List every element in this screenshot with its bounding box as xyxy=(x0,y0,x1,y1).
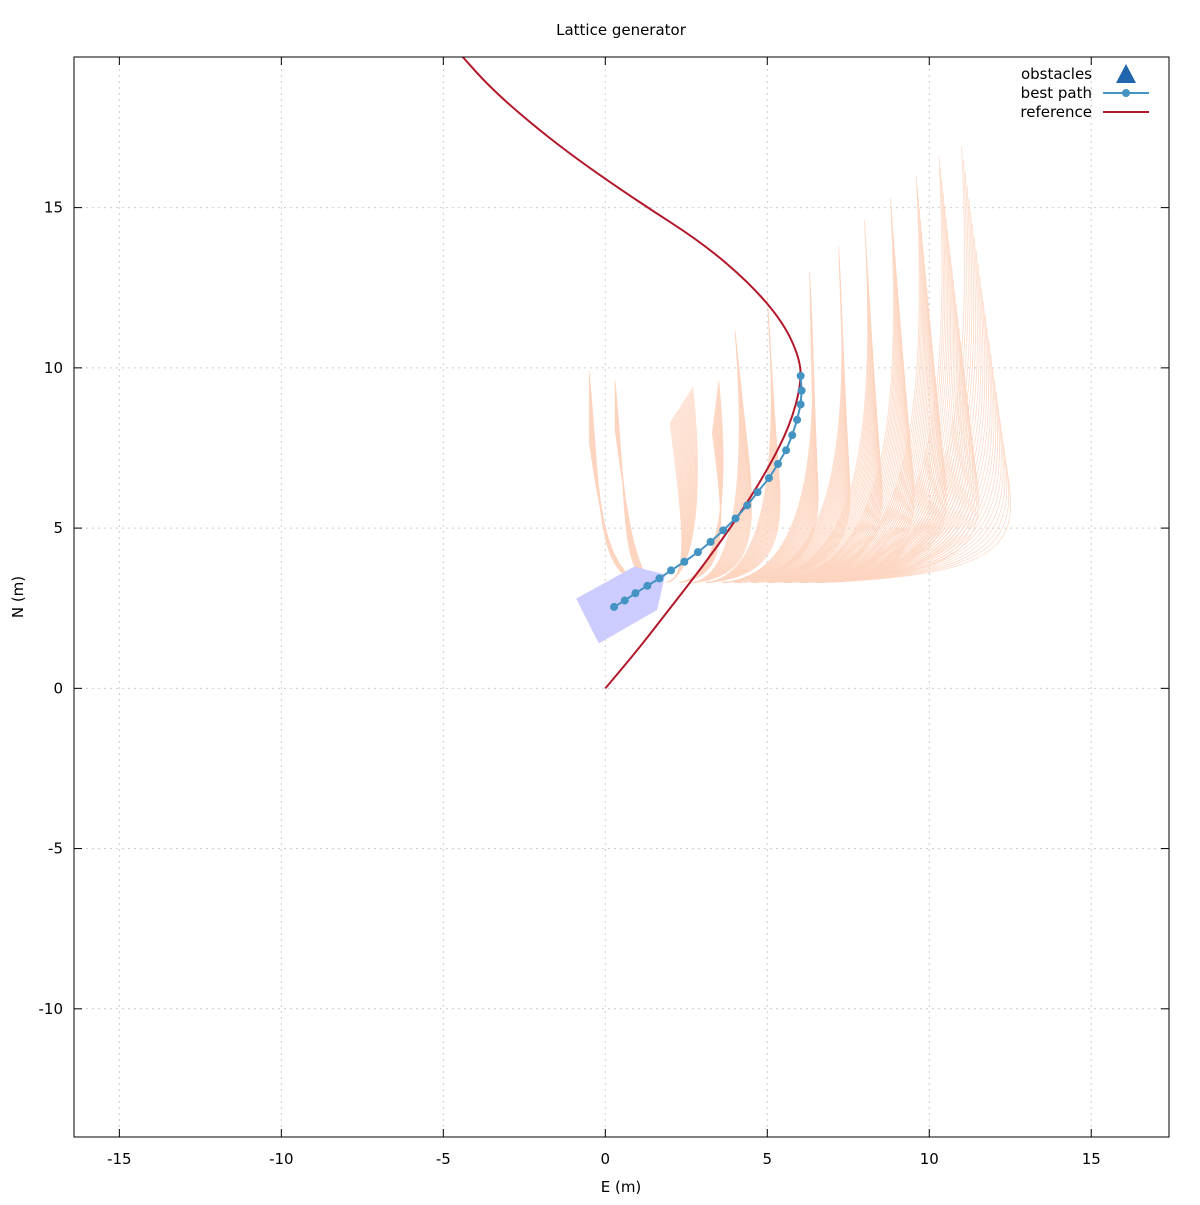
legend-label: best path xyxy=(1021,84,1092,102)
best-path-point xyxy=(731,514,740,523)
candidate-fan xyxy=(614,380,655,583)
vehicle-polygon xyxy=(576,566,666,644)
candidate-paths xyxy=(588,146,1012,583)
best-path-point xyxy=(797,386,806,395)
candidate-path xyxy=(815,172,969,583)
candidate-path xyxy=(692,329,740,583)
y-tick-label: 15 xyxy=(44,199,63,217)
candidate-path xyxy=(799,205,949,583)
candidate-path xyxy=(815,263,982,583)
y-tick-label: -10 xyxy=(39,1000,64,1018)
candidate-path xyxy=(799,242,953,583)
chart-title: Lattice generator xyxy=(556,21,687,39)
vehicle-footprint xyxy=(576,566,666,644)
x-tick-label: -5 xyxy=(436,1150,451,1168)
x-tick-label: 15 xyxy=(1082,1150,1101,1168)
candidate-path xyxy=(815,250,980,583)
best-path-point xyxy=(680,557,689,566)
candidate-path xyxy=(783,253,928,583)
candidate-path xyxy=(783,242,927,583)
candidate-path xyxy=(783,175,920,583)
best-path-point xyxy=(620,596,629,605)
x-tick-label: -15 xyxy=(107,1150,132,1168)
x-tick-label: -10 xyxy=(269,1150,294,1168)
plot-frame xyxy=(73,56,1170,1138)
candidate-fan xyxy=(721,271,819,583)
candidate-path xyxy=(705,297,772,583)
candidate-path xyxy=(815,237,978,583)
y-tick-label: -5 xyxy=(48,840,63,858)
candidate-fan xyxy=(815,146,1012,583)
y-tick-label: 0 xyxy=(53,679,63,697)
best-path-point xyxy=(610,602,619,611)
best-path-point xyxy=(796,371,805,380)
candidate-path xyxy=(815,289,986,583)
candidate-path xyxy=(679,380,724,583)
y-tick-label: 5 xyxy=(53,519,63,537)
candidate-path xyxy=(767,207,895,583)
best-path-point xyxy=(773,460,782,469)
candidate-path xyxy=(783,231,926,583)
best-path-point xyxy=(753,488,762,497)
best-path-point xyxy=(655,574,664,583)
best-path-point xyxy=(796,400,805,409)
candidate-path xyxy=(815,276,984,583)
candidate-path xyxy=(721,271,814,583)
candidate-path xyxy=(799,156,943,583)
legend-circle-marker xyxy=(1122,89,1130,97)
best-path-point xyxy=(631,589,640,598)
reference-line xyxy=(462,56,802,689)
candidate-fan xyxy=(666,387,698,583)
best-path-point xyxy=(788,431,797,440)
legend-item-reference: reference xyxy=(1020,103,1149,121)
best-path-point xyxy=(743,501,752,510)
x-tick-label: 5 xyxy=(763,1150,773,1168)
candidate-path xyxy=(815,211,975,583)
best-path-point xyxy=(706,537,715,546)
best-path-point xyxy=(693,548,702,557)
best-path-point xyxy=(793,415,802,424)
candidate-path xyxy=(815,185,971,583)
series-reference xyxy=(462,56,802,689)
candidate-path xyxy=(666,387,698,583)
best-path-point xyxy=(643,581,652,590)
axis-ticks: -15 -10 -5 0 5 10 15 -10 -5 0 5 10 15 xyxy=(39,57,1169,1168)
x-tick-label: 0 xyxy=(601,1150,611,1168)
y-axis-label: N (m) xyxy=(9,576,27,618)
series xyxy=(462,56,806,689)
best-path-point xyxy=(782,446,791,455)
series-best-path xyxy=(610,371,806,611)
candidate-path xyxy=(815,159,967,583)
best-path-point xyxy=(667,566,676,575)
candidate-path xyxy=(734,246,843,583)
candidate-path xyxy=(815,224,976,583)
legend-label: obstacles xyxy=(1021,65,1092,83)
x-tick-label: 10 xyxy=(920,1150,939,1168)
candidate-path xyxy=(751,220,869,583)
candidate-path xyxy=(767,217,896,583)
legend-item-best-path: best path xyxy=(1021,84,1149,102)
candidate-path xyxy=(815,198,973,583)
best-path-point xyxy=(719,526,728,535)
legend-triangle-marker xyxy=(1116,64,1136,83)
candidate-path xyxy=(614,403,654,583)
y-tick-label: 10 xyxy=(44,359,63,377)
legend-item-obstacles: obstacles xyxy=(1021,64,1136,83)
candidate-path xyxy=(767,197,894,583)
candidate-path xyxy=(799,217,950,583)
candidate-fan xyxy=(705,297,781,583)
candidate-path xyxy=(783,264,929,583)
candidate-path xyxy=(799,193,947,583)
legend-label: reference xyxy=(1020,103,1092,121)
candidate-path xyxy=(799,180,946,583)
best-path-point xyxy=(764,474,773,483)
x-axis-label: E (m) xyxy=(601,1178,642,1196)
candidate-path xyxy=(815,146,965,583)
